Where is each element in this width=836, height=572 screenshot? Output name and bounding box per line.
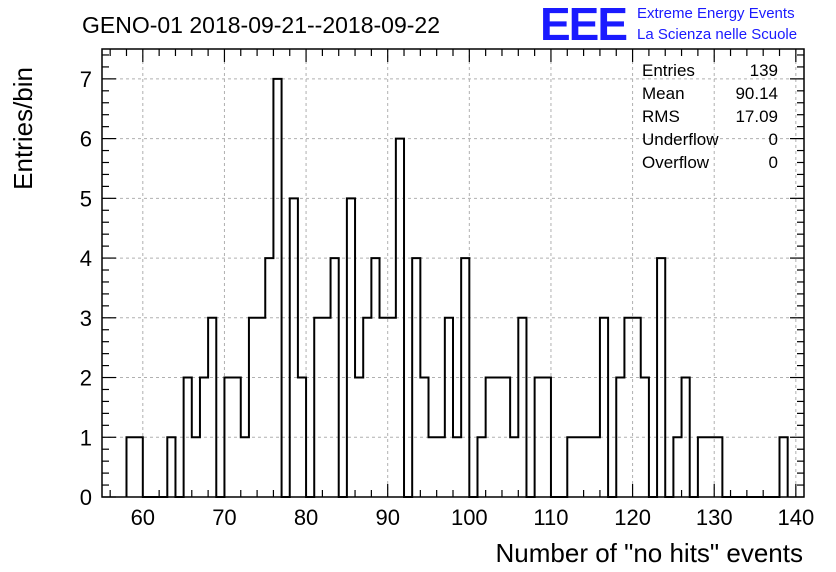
stats-label: Underflow xyxy=(642,130,719,149)
histogram-bin xyxy=(249,318,257,497)
histogram-step-line xyxy=(125,77,789,498)
histogram-bins xyxy=(125,77,789,498)
histogram-bin xyxy=(633,318,641,497)
x-tick-label: 120 xyxy=(614,505,651,530)
stats-value: 0 xyxy=(769,130,778,149)
stats-value: 90.14 xyxy=(735,84,778,103)
stats-label: Overflow xyxy=(642,153,710,172)
y-tick-label: 0 xyxy=(80,485,92,510)
x-tick-label: 110 xyxy=(533,505,568,530)
histogram-bin xyxy=(388,318,396,497)
histogram-bin xyxy=(567,437,575,497)
x-tick-label: 130 xyxy=(696,505,733,530)
stats-label: Entries xyxy=(642,61,695,80)
stats-value: 17.09 xyxy=(735,107,778,126)
y-tick-label: 2 xyxy=(80,366,92,391)
stats-label: Mean xyxy=(642,84,685,103)
y-axis-title: Entries/bin xyxy=(8,67,38,190)
y-tick-label: 1 xyxy=(80,425,92,450)
eee-logo-line2: La Scienza nelle Scuole xyxy=(637,26,797,43)
histogram-bin xyxy=(518,318,526,497)
histogram-bin xyxy=(273,79,281,497)
histogram-bin xyxy=(380,318,388,497)
axes xyxy=(101,48,805,498)
histogram-bin xyxy=(445,318,453,497)
x-tick-label: 60 xyxy=(131,505,155,530)
y-tick-label: 5 xyxy=(80,186,92,211)
histogram-bin xyxy=(192,437,200,497)
stats-value: 0 xyxy=(769,153,778,172)
histogram-bin xyxy=(314,318,322,497)
x-tick-label: 100 xyxy=(451,505,488,530)
y-tick-label: 6 xyxy=(80,127,92,152)
tick-labels: 60 70 80 90 100 110 120 130 140 0 1 2 3 4 5 6 7 xyxy=(80,67,814,530)
histogram-bin xyxy=(575,437,583,497)
histogram-bin xyxy=(477,437,485,497)
histogram-bin xyxy=(208,318,216,497)
histogram-bin xyxy=(290,198,298,497)
stats-value: 139 xyxy=(750,61,778,80)
y-tick-label: 4 xyxy=(80,246,92,271)
histogram-bin xyxy=(437,437,445,497)
x-tick-label: 80 xyxy=(294,505,318,530)
histogram-bin xyxy=(347,198,355,497)
histogram-bin xyxy=(584,437,592,497)
eee-logo-line1: Extreme Energy Events xyxy=(637,5,795,22)
histogram-bin xyxy=(453,437,461,497)
y-tick-label: 7 xyxy=(80,67,92,92)
histogram-bin xyxy=(429,437,437,497)
histogram-bin xyxy=(624,318,632,497)
histogram-bin xyxy=(241,437,249,497)
histogram-bin xyxy=(510,437,518,497)
histogram-bin xyxy=(714,437,722,497)
x-axis-title: Number of "no hits" events xyxy=(496,538,804,568)
x-tick-label: 70 xyxy=(212,505,236,530)
stats-box: Entries 139 Mean 90.14 RMS 17.09 Underflow 0 Ove… xyxy=(642,61,778,172)
histogram-bin xyxy=(126,437,134,497)
histogram-bin xyxy=(257,318,265,497)
histogram-bin xyxy=(706,437,714,497)
y-tick-label: 3 xyxy=(80,306,92,331)
eee-logo-letters: EEE xyxy=(540,0,626,50)
histogram-bin xyxy=(167,437,175,497)
histogram-bin xyxy=(600,318,608,497)
stats-label: RMS xyxy=(642,107,680,126)
histogram-bin xyxy=(673,437,681,497)
histogram-bin xyxy=(780,437,788,497)
chart-title: GENO-01 2018-09-21--2018-09-22 xyxy=(82,12,440,38)
x-tick-label: 90 xyxy=(375,505,399,530)
histogram-bin xyxy=(135,437,143,497)
histogram-bin xyxy=(363,318,371,497)
histogram-bin xyxy=(322,318,330,497)
histogram-bin xyxy=(698,437,706,497)
histogram-bin xyxy=(592,437,600,497)
eee-logo: EEE Extreme Energy Events La Scienza nel… xyxy=(540,0,797,50)
x-tick-label: 140 xyxy=(777,505,814,530)
